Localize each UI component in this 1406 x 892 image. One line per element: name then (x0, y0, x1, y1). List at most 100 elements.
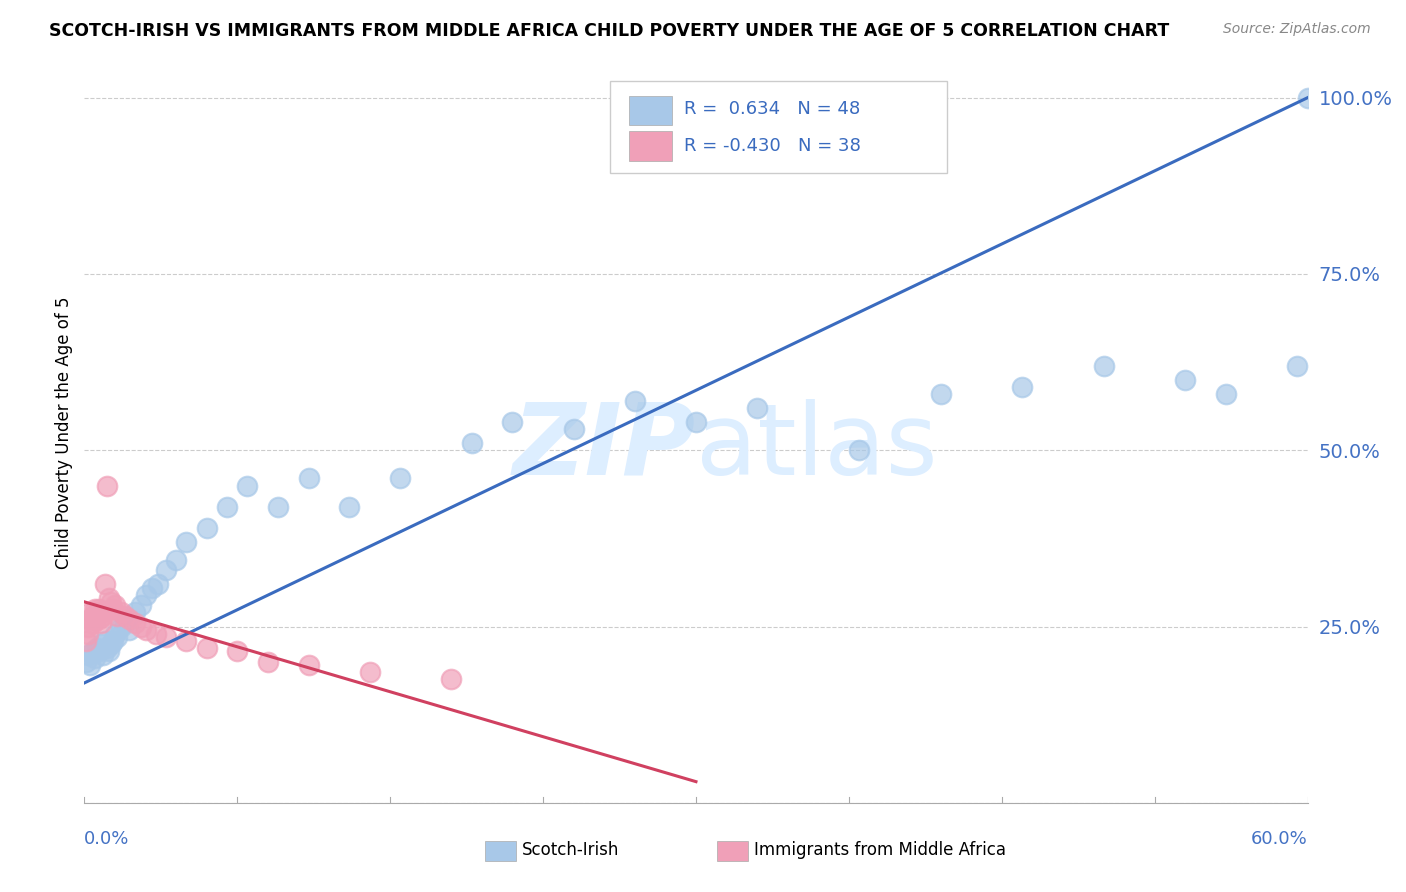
Point (124, 606, 146, 620)
Point (91, 648, 114, 662)
Point (87, 602, 110, 616)
Point (82, 615, 104, 630)
Point (97, 644, 120, 658)
FancyBboxPatch shape (610, 81, 946, 173)
Bar (485, 841, 516, 861)
Point (135, 588, 157, 602)
Point (93, 633, 115, 648)
Point (82, 609, 104, 624)
Point (267, 500, 290, 514)
Point (131, 599, 153, 613)
Point (1011, 380, 1033, 394)
Point (848, 443, 870, 458)
Point (1174, 373, 1197, 387)
Point (90, 637, 112, 651)
Text: SCOTCH-IRISH VS IMMIGRANTS FROM MIDDLE AFRICA CHILD POVERTY UNDER THE AGE OF 5 C: SCOTCH-IRISH VS IMMIGRANTS FROM MIDDLE A… (49, 22, 1170, 40)
Text: Immigrants from Middle Africa: Immigrants from Middle Africa (754, 841, 1005, 859)
Point (1092, 359, 1115, 373)
Point (1215, 387, 1237, 401)
Point (86, 609, 108, 624)
Point (226, 644, 249, 658)
Point (174, 633, 197, 648)
Point (79, 612, 101, 626)
Point (77, 626, 100, 640)
Point (77, 619, 100, 633)
Bar (717, 841, 748, 861)
Text: R = -0.430   N = 38: R = -0.430 N = 38 (683, 137, 860, 155)
Point (110, 619, 132, 633)
Point (75, 655, 97, 669)
Point (389, 471, 412, 485)
Point (96, 478, 118, 492)
Point (135, 623, 157, 637)
Point (339, 500, 361, 514)
Point (101, 602, 124, 616)
Point (90, 606, 112, 620)
Point (195, 640, 218, 655)
Point (100, 595, 122, 609)
Point (87, 644, 110, 658)
Point (79, 606, 101, 620)
Point (118, 623, 141, 637)
Point (104, 599, 127, 613)
Point (440, 673, 463, 687)
Bar (628, 95, 672, 126)
Point (101, 633, 124, 648)
Y-axis label: Child Poverty Under the Age of 5: Child Poverty Under the Age of 5 (55, 296, 73, 569)
Point (114, 609, 136, 624)
Point (685, 415, 707, 429)
Text: 0.0%: 0.0% (84, 830, 129, 847)
Point (141, 581, 163, 595)
Point (91, 609, 114, 624)
Point (624, 393, 647, 408)
Point (195, 521, 218, 535)
Point (86, 640, 108, 655)
Text: 60.0%: 60.0% (1251, 830, 1308, 847)
Point (359, 665, 381, 680)
Point (165, 552, 187, 566)
Point (97, 591, 120, 606)
Point (114, 615, 136, 630)
Point (236, 478, 259, 492)
Point (298, 658, 321, 673)
Point (105, 630, 128, 644)
Point (562, 422, 585, 436)
Text: Source: ZipAtlas.com: Source: ZipAtlas.com (1223, 22, 1371, 37)
Point (461, 436, 484, 450)
Point (75, 633, 97, 648)
Point (257, 655, 280, 669)
Point (1286, 359, 1309, 373)
Point (82, 644, 104, 658)
Point (131, 619, 153, 633)
Point (1296, 91, 1319, 105)
Point (929, 387, 952, 401)
Bar (628, 131, 672, 161)
Point (96, 640, 118, 655)
Point (217, 500, 239, 514)
Point (83, 602, 105, 616)
Point (83, 651, 105, 665)
Point (90, 615, 112, 630)
Point (124, 615, 146, 630)
Point (83, 612, 105, 626)
Point (174, 535, 197, 549)
Point (104, 626, 127, 640)
Text: atlas: atlas (696, 399, 938, 496)
Point (747, 401, 769, 415)
Point (87, 612, 110, 626)
Text: ZIP: ZIP (513, 399, 696, 496)
Point (155, 630, 177, 644)
Point (77, 648, 100, 662)
Point (298, 471, 321, 485)
Text: Scotch-Irish: Scotch-Irish (522, 841, 619, 859)
Point (105, 609, 128, 624)
Point (110, 606, 132, 620)
Point (100, 637, 122, 651)
Point (86, 606, 108, 620)
Point (79, 658, 101, 673)
Point (118, 612, 141, 626)
Point (155, 563, 177, 577)
Point (93, 577, 115, 591)
Text: R =  0.634   N = 48: R = 0.634 N = 48 (683, 100, 860, 118)
Point (145, 626, 167, 640)
